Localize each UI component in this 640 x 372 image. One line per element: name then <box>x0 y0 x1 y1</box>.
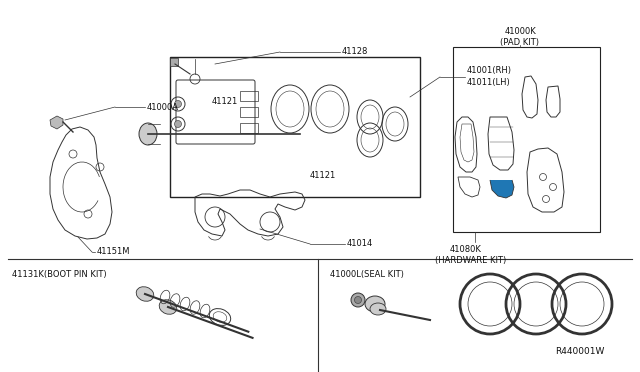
Ellipse shape <box>365 296 385 312</box>
Ellipse shape <box>139 123 157 145</box>
Bar <box>240 91 258 101</box>
Bar <box>170 58 178 66</box>
Text: 41000K: 41000K <box>505 28 537 36</box>
Text: 41080K: 41080K <box>450 246 482 254</box>
Text: 41128: 41128 <box>342 48 369 57</box>
Text: 41121: 41121 <box>310 170 336 180</box>
Circle shape <box>355 296 362 304</box>
Text: (HARDWARE KIT): (HARDWARE KIT) <box>435 257 506 266</box>
Text: 41001(RH): 41001(RH) <box>467 65 512 74</box>
Text: 41121: 41121 <box>212 97 238 106</box>
Bar <box>170 57 420 197</box>
Ellipse shape <box>136 287 154 301</box>
Circle shape <box>351 293 365 307</box>
Bar <box>240 107 258 117</box>
Bar <box>453 47 600 232</box>
Text: 41000L(SEAL KIT): 41000L(SEAL KIT) <box>330 269 404 279</box>
Text: 41014: 41014 <box>347 240 373 248</box>
Circle shape <box>175 100 182 108</box>
Polygon shape <box>50 116 63 129</box>
Text: 41011(LH): 41011(LH) <box>467 77 511 87</box>
Text: 41000A: 41000A <box>147 103 179 112</box>
Text: (PAD KIT): (PAD KIT) <box>500 38 539 46</box>
Circle shape <box>175 121 182 128</box>
Ellipse shape <box>370 303 386 315</box>
Text: 41151M: 41151M <box>97 247 131 257</box>
Text: 41131K(BOOT PIN KIT): 41131K(BOOT PIN KIT) <box>12 269 107 279</box>
Ellipse shape <box>159 300 177 314</box>
Bar <box>240 123 258 133</box>
Text: R440001W: R440001W <box>555 347 604 356</box>
Polygon shape <box>490 180 514 198</box>
